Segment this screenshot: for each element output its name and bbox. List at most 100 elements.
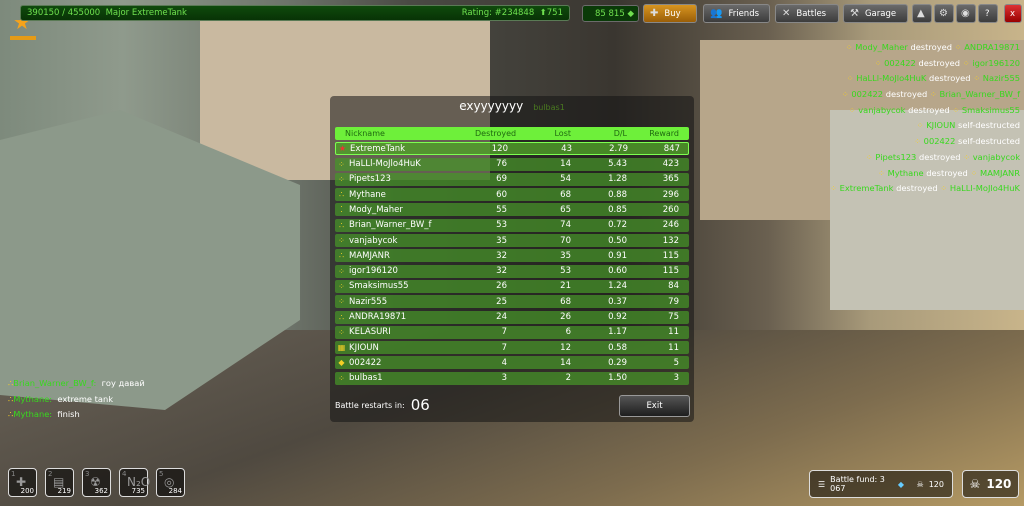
killer: 002422: [884, 57, 916, 68]
supply-slot[interactable]: 4 N₂O 735: [119, 468, 150, 497]
rank-icon: ⁘: [973, 73, 981, 84]
help-icon: ?: [985, 8, 990, 19]
nickname: vanjabycok: [349, 235, 398, 246]
kill-verb: destroyed: [918, 57, 961, 68]
header-lost: Lost: [554, 129, 571, 138]
nickname-cell: ∴ ANDRA19871: [335, 312, 475, 322]
nickname: Mythane: [349, 189, 386, 200]
nickname: bulbas1: [349, 373, 383, 384]
dl-cell: 1.24: [608, 281, 627, 292]
nickname-cell: ★ ExtremeTank: [336, 144, 476, 154]
killer: 002422: [851, 89, 884, 100]
nickname: KJIOUN: [349, 342, 379, 353]
rank-icon: ⁘: [841, 89, 849, 100]
exit-button[interactable]: Exit: [619, 395, 690, 417]
lost-cell: 14: [560, 159, 571, 170]
garage-label: Garage: [864, 8, 897, 19]
kill-feed-entry: ⁘ 002422 self-destructed: [830, 134, 1020, 150]
mine-icon: ◎: [164, 475, 175, 489]
dl-cell: 1.17: [608, 327, 627, 338]
restart-label: Battle restarts in:: [335, 400, 405, 410]
battle-fund: ☰ Battle fund: 3 067 ◆ ☠ 120: [809, 470, 953, 498]
restart-timer: Battle restarts in: 06: [335, 396, 430, 414]
kill-verb: destroyed: [885, 89, 928, 100]
rank-star-icon: ★: [338, 144, 347, 154]
lost-cell: 21: [560, 281, 571, 292]
slot-key: 1: [11, 470, 16, 478]
lost-cell: 12: [560, 342, 571, 353]
missions-button[interactable]: ▲: [912, 4, 932, 23]
rank-icon: ⁘: [916, 120, 924, 131]
supply-slot[interactable]: 3 ☢ 362: [82, 468, 111, 497]
reward-cell: 260: [662, 204, 679, 215]
kill-verb: destroyed: [908, 104, 950, 115]
friends-label: Friends: [728, 8, 760, 19]
scoreboard-table: Nickname Destroyed Lost D/L Reward ★ Extr…: [335, 127, 689, 387]
table-row: ⁘ Pipets123 69 54 1.28 365: [335, 172, 689, 186]
garage-button[interactable]: ⚒ Garage: [843, 4, 908, 23]
kill-verb: destroyed: [910, 42, 952, 52]
armor-icon: ▤: [53, 475, 65, 489]
rank-icon: ⁘: [954, 42, 962, 52]
chat-message: ∴Mythane: finish: [8, 409, 145, 425]
kill-feed-entry: ⁘ Pipets123 destroyed ⁘ vanjabycok: [830, 150, 1020, 166]
plus-icon: ✚: [650, 8, 659, 19]
slot-key: 2: [48, 470, 53, 478]
kill-verb: self-destructed: [958, 136, 1020, 147]
supply-slot[interactable]: 5 ◎ 284: [156, 468, 185, 497]
rank-icon: ∴: [8, 378, 14, 388]
lost-cell: 70: [560, 235, 571, 246]
destroyed-cell: 3: [501, 373, 507, 384]
buy-button[interactable]: ✚ Buy: [643, 4, 697, 23]
battles-label: Battles: [796, 8, 827, 19]
header-dl: D/L: [613, 129, 627, 138]
close-button[interactable]: x: [1004, 4, 1022, 23]
reward-cell: 84: [668, 281, 679, 292]
nickname-cell: ∴ Mythane: [335, 190, 475, 200]
slot-count: 219: [57, 487, 71, 495]
destroyed-cell: 120: [491, 143, 508, 154]
help-button[interactable]: ?: [978, 4, 998, 23]
supply-slot[interactable]: 1 ✚ 200: [8, 468, 37, 497]
destroyed-cell: 7: [501, 327, 507, 338]
settings-button[interactable]: ⚙: [934, 4, 954, 23]
rank-icon: ⁘: [929, 89, 937, 100]
xp-progress: 390150 / 455000: [27, 8, 101, 18]
rank-four-dots-icon: ⁘: [338, 174, 345, 184]
kill-verb: destroyed: [929, 73, 971, 84]
nickname: igor196120: [349, 266, 398, 277]
reward-cell: 75: [668, 312, 679, 323]
lost-cell: 26: [560, 312, 571, 323]
nickname-cell: ◆ 002422: [335, 358, 475, 368]
friends-button[interactable]: 👥 Friends: [703, 4, 770, 23]
rank-icon: ⁘: [970, 167, 978, 178]
battles-button[interactable]: ✕ Battles: [775, 4, 839, 23]
nickname-cell: ⁘ Smaksimus55: [335, 281, 475, 291]
chat-message: ∴Mythane: extreme tank: [8, 394, 145, 410]
dl-cell: 0.91: [608, 250, 627, 261]
sound-button[interactable]: ◉: [956, 4, 976, 23]
battle-title: exyyyyyyy bulbas1: [330, 99, 694, 113]
table-row: ∴ ANDRA19871 24 26 0.92 75: [335, 310, 689, 324]
skull-icon: ☠: [969, 477, 981, 491]
nickname: Brian_Warner_BW_f: [349, 220, 432, 231]
lost-cell: 68: [560, 296, 571, 307]
battle-results-panel: exyyyyyyy bulbas1 Nickname Destroyed Lost…: [330, 96, 694, 422]
nickname: MAMJANR: [349, 250, 390, 261]
kill-feed-entry: ⁘ KJIOUN self-destructed: [830, 118, 1020, 134]
killer: Mody_Maher: [855, 42, 908, 52]
score-value: 120: [986, 477, 1012, 491]
supply-slot[interactable]: 2 ▤ 219: [45, 468, 74, 497]
reward-cell: 11: [668, 327, 679, 338]
chat-message: ∴Brian_Warner_BW_f: гоу давай: [8, 378, 145, 394]
reward-cell: 115: [662, 250, 679, 261]
rank-icon: ⁘: [878, 167, 885, 178]
nickname: Pipets123: [349, 174, 391, 185]
dl-cell: 0.29: [608, 357, 627, 368]
slot-key: 5: [159, 470, 164, 478]
victim: Smaksimus55: [961, 104, 1020, 115]
reward-cell: 79: [668, 296, 679, 307]
rank-icon: ∴: [8, 393, 14, 404]
rating-change: ⬆751: [539, 8, 563, 18]
dl-cell: 0.60: [608, 266, 627, 277]
